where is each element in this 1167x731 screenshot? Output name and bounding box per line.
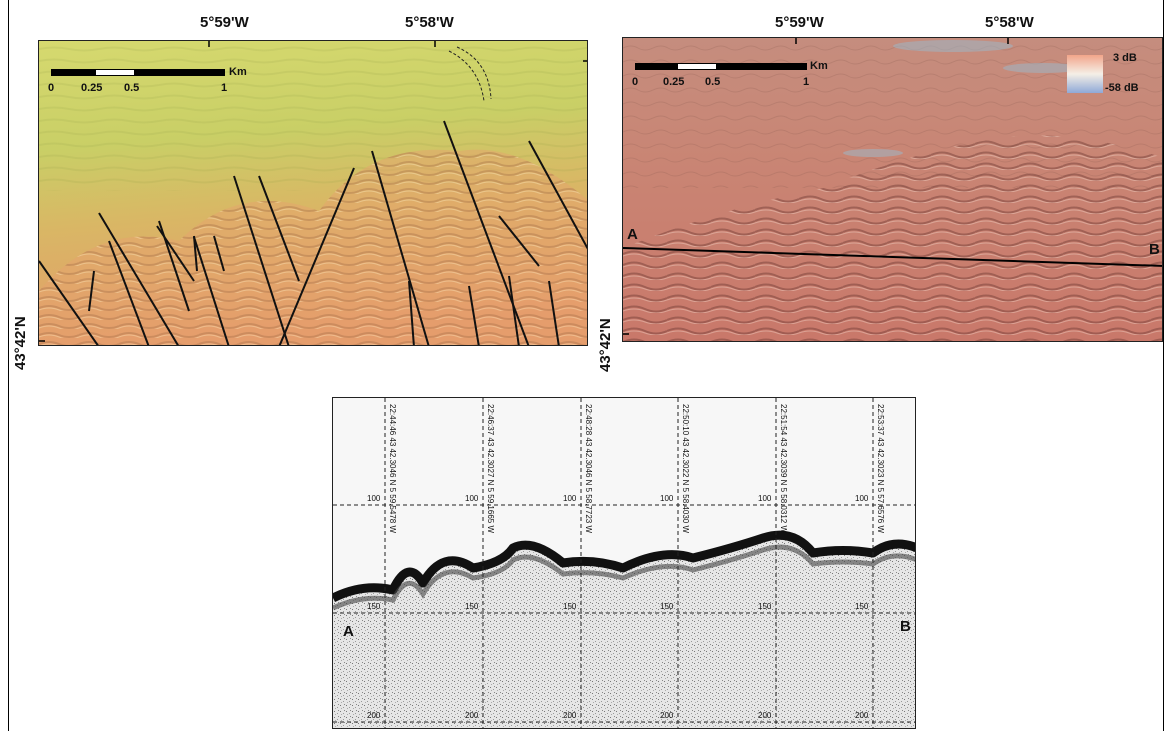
depth-label-100-2: 100 — [465, 494, 479, 503]
left-scale-unit: Km — [229, 66, 247, 78]
depth-label-100-1: 100 — [367, 494, 381, 503]
fix-label-2: 22:46:37 43 42.3027 N 5 59.1665 W — [486, 404, 495, 533]
frame-left-line — [8, 0, 9, 731]
seismic-profile: 22:44:46 43 42.3046 N 5 59.5478 W 22:46:… — [332, 397, 916, 729]
depth-label-100-4: 100 — [660, 494, 674, 503]
depth-label-150-3: 150 — [563, 602, 577, 611]
profile-endpoint-a: A — [343, 623, 354, 640]
left-lat-label: 43°42'N — [12, 316, 29, 370]
depth-label-200-6: 200 — [855, 711, 869, 720]
right-scale-unit: Km — [810, 60, 828, 72]
depth-label-200-4: 200 — [660, 711, 674, 720]
fix-label-4: 22:50:10 43 42.3022 N 5 58.4030 W — [681, 404, 690, 533]
right-scale-tick-3: 1 — [803, 76, 810, 88]
fix-label-6: 22:53:37 43 42.3023 N 5 57.6576 W — [876, 404, 885, 533]
profile-endpoint-b: B — [900, 618, 911, 635]
fault-lines — [39, 120, 587, 345]
fix-label-3: 22:48:28 43 42.3046 N 5 58.7723 W — [584, 404, 593, 533]
bathymetry-raster — [39, 41, 587, 345]
depth-label-100-6: 100 — [855, 494, 869, 503]
legend-max-label: 3 dB — [1113, 52, 1137, 64]
depth-label-100-5: 100 — [758, 494, 772, 503]
left-lon-label-2: 5°58'W — [405, 14, 454, 31]
fix-label-1: 22:44:46 43 42.3046 N 5 59.5478 W — [388, 404, 397, 533]
left-scale-tick-1: 0.25 — [81, 82, 103, 94]
depth-label-150-2: 150 — [465, 602, 479, 611]
depth-label-150-6: 150 — [855, 602, 869, 611]
fix-label-5: 22:51:54 43 42.3039 N 5 58.0312 W — [779, 404, 788, 533]
backscatter-legend: 3 dB -58 dB — [1067, 52, 1162, 96]
depth-label-200-5: 200 — [758, 711, 772, 720]
right-scale-tick-1: 0.25 — [663, 76, 685, 88]
depth-label-200-3: 200 — [563, 711, 577, 720]
right-lon-label-2: 5°58'W — [985, 14, 1034, 31]
right-lon-label-1: 5°59'W — [775, 14, 824, 31]
left-lon-label-1: 5°59'W — [200, 14, 249, 31]
frame-right-line — [1163, 0, 1164, 731]
map-endpoint-a: A — [627, 226, 638, 243]
left-scale-tick-2: 0.5 — [124, 82, 140, 94]
depth-label-150-4: 150 — [660, 602, 674, 611]
legend-color-ramp — [1067, 55, 1103, 93]
map-endpoint-b: B — [1149, 241, 1160, 258]
depth-label-150-1: 150 — [367, 602, 381, 611]
seismic-reflection-image — [333, 398, 915, 728]
depth-label-150-5: 150 — [758, 602, 772, 611]
legend-min-label: -58 dB — [1105, 82, 1139, 94]
right-lat-label: 43°42'N — [597, 318, 614, 372]
depth-label-200-2: 200 — [465, 711, 479, 720]
right-scale-bar: Km 0 0.25 0.5 1 — [632, 60, 835, 93]
right-scale-tick-0: 0 — [632, 76, 639, 88]
left-scale-tick-0: 0 — [48, 82, 55, 94]
backscatter-map: Km 0 0.25 0.5 1 3 dB -58 dB A B — [622, 37, 1163, 342]
bathymetry-map: Km 0 0.25 0.5 1 — [38, 40, 588, 346]
left-scale-bar: Km 0 0.25 0.5 1 — [48, 66, 251, 99]
depth-label-200-1: 200 — [367, 711, 381, 720]
profile-line-a-b — [623, 247, 1162, 267]
left-scale-tick-3: 1 — [221, 82, 228, 94]
right-scale-tick-2: 0.5 — [705, 76, 721, 88]
depth-label-100-3: 100 — [563, 494, 577, 503]
